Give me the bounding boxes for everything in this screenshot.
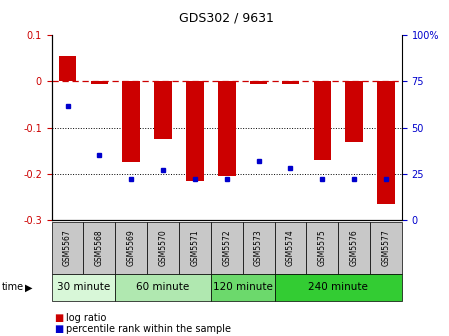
Text: 120 minute: 120 minute [213, 282, 273, 292]
Bar [306, 222, 338, 274]
Text: GSM5572: GSM5572 [222, 229, 231, 266]
Bar [52, 274, 115, 301]
Text: 60 minute: 60 minute [136, 282, 189, 292]
Bar [211, 274, 274, 301]
Text: time: time [2, 282, 24, 292]
Bar [186, 81, 204, 181]
Text: ■: ■ [54, 312, 63, 323]
Text: GSM5568: GSM5568 [95, 229, 104, 266]
Bar [211, 222, 242, 274]
Text: GSM5571: GSM5571 [190, 229, 199, 266]
Bar [52, 222, 84, 274]
Bar [250, 81, 267, 84]
Bar [59, 56, 76, 81]
Bar [147, 222, 179, 274]
Bar [91, 81, 108, 84]
Text: ▶: ▶ [25, 282, 32, 292]
Bar [218, 81, 235, 176]
Text: GSM5570: GSM5570 [158, 229, 167, 266]
Bar [154, 81, 172, 139]
Bar [123, 81, 140, 162]
Text: ■: ■ [54, 324, 63, 334]
Text: GSM5575: GSM5575 [318, 229, 327, 266]
Text: GSM5576: GSM5576 [350, 229, 359, 266]
Text: GSM5573: GSM5573 [254, 229, 263, 266]
Bar [345, 81, 363, 141]
Bar [313, 81, 331, 160]
Bar [115, 274, 211, 301]
Bar [242, 222, 274, 274]
Text: GDS302 / 9631: GDS302 / 9631 [179, 12, 274, 25]
Bar [179, 222, 211, 274]
Bar [282, 81, 299, 84]
Bar [377, 81, 395, 204]
Text: GSM5569: GSM5569 [127, 229, 136, 266]
Text: GSM5574: GSM5574 [286, 229, 295, 266]
Bar [115, 222, 147, 274]
Bar [274, 222, 306, 274]
Text: log ratio: log ratio [66, 312, 107, 323]
Bar [338, 222, 370, 274]
Text: 30 minute: 30 minute [57, 282, 110, 292]
Text: GSM5567: GSM5567 [63, 229, 72, 266]
Text: 240 minute: 240 minute [308, 282, 368, 292]
Bar [370, 222, 402, 274]
Bar [84, 222, 115, 274]
Bar [274, 274, 402, 301]
Text: GSM5577: GSM5577 [382, 229, 391, 266]
Text: percentile rank within the sample: percentile rank within the sample [66, 324, 231, 334]
